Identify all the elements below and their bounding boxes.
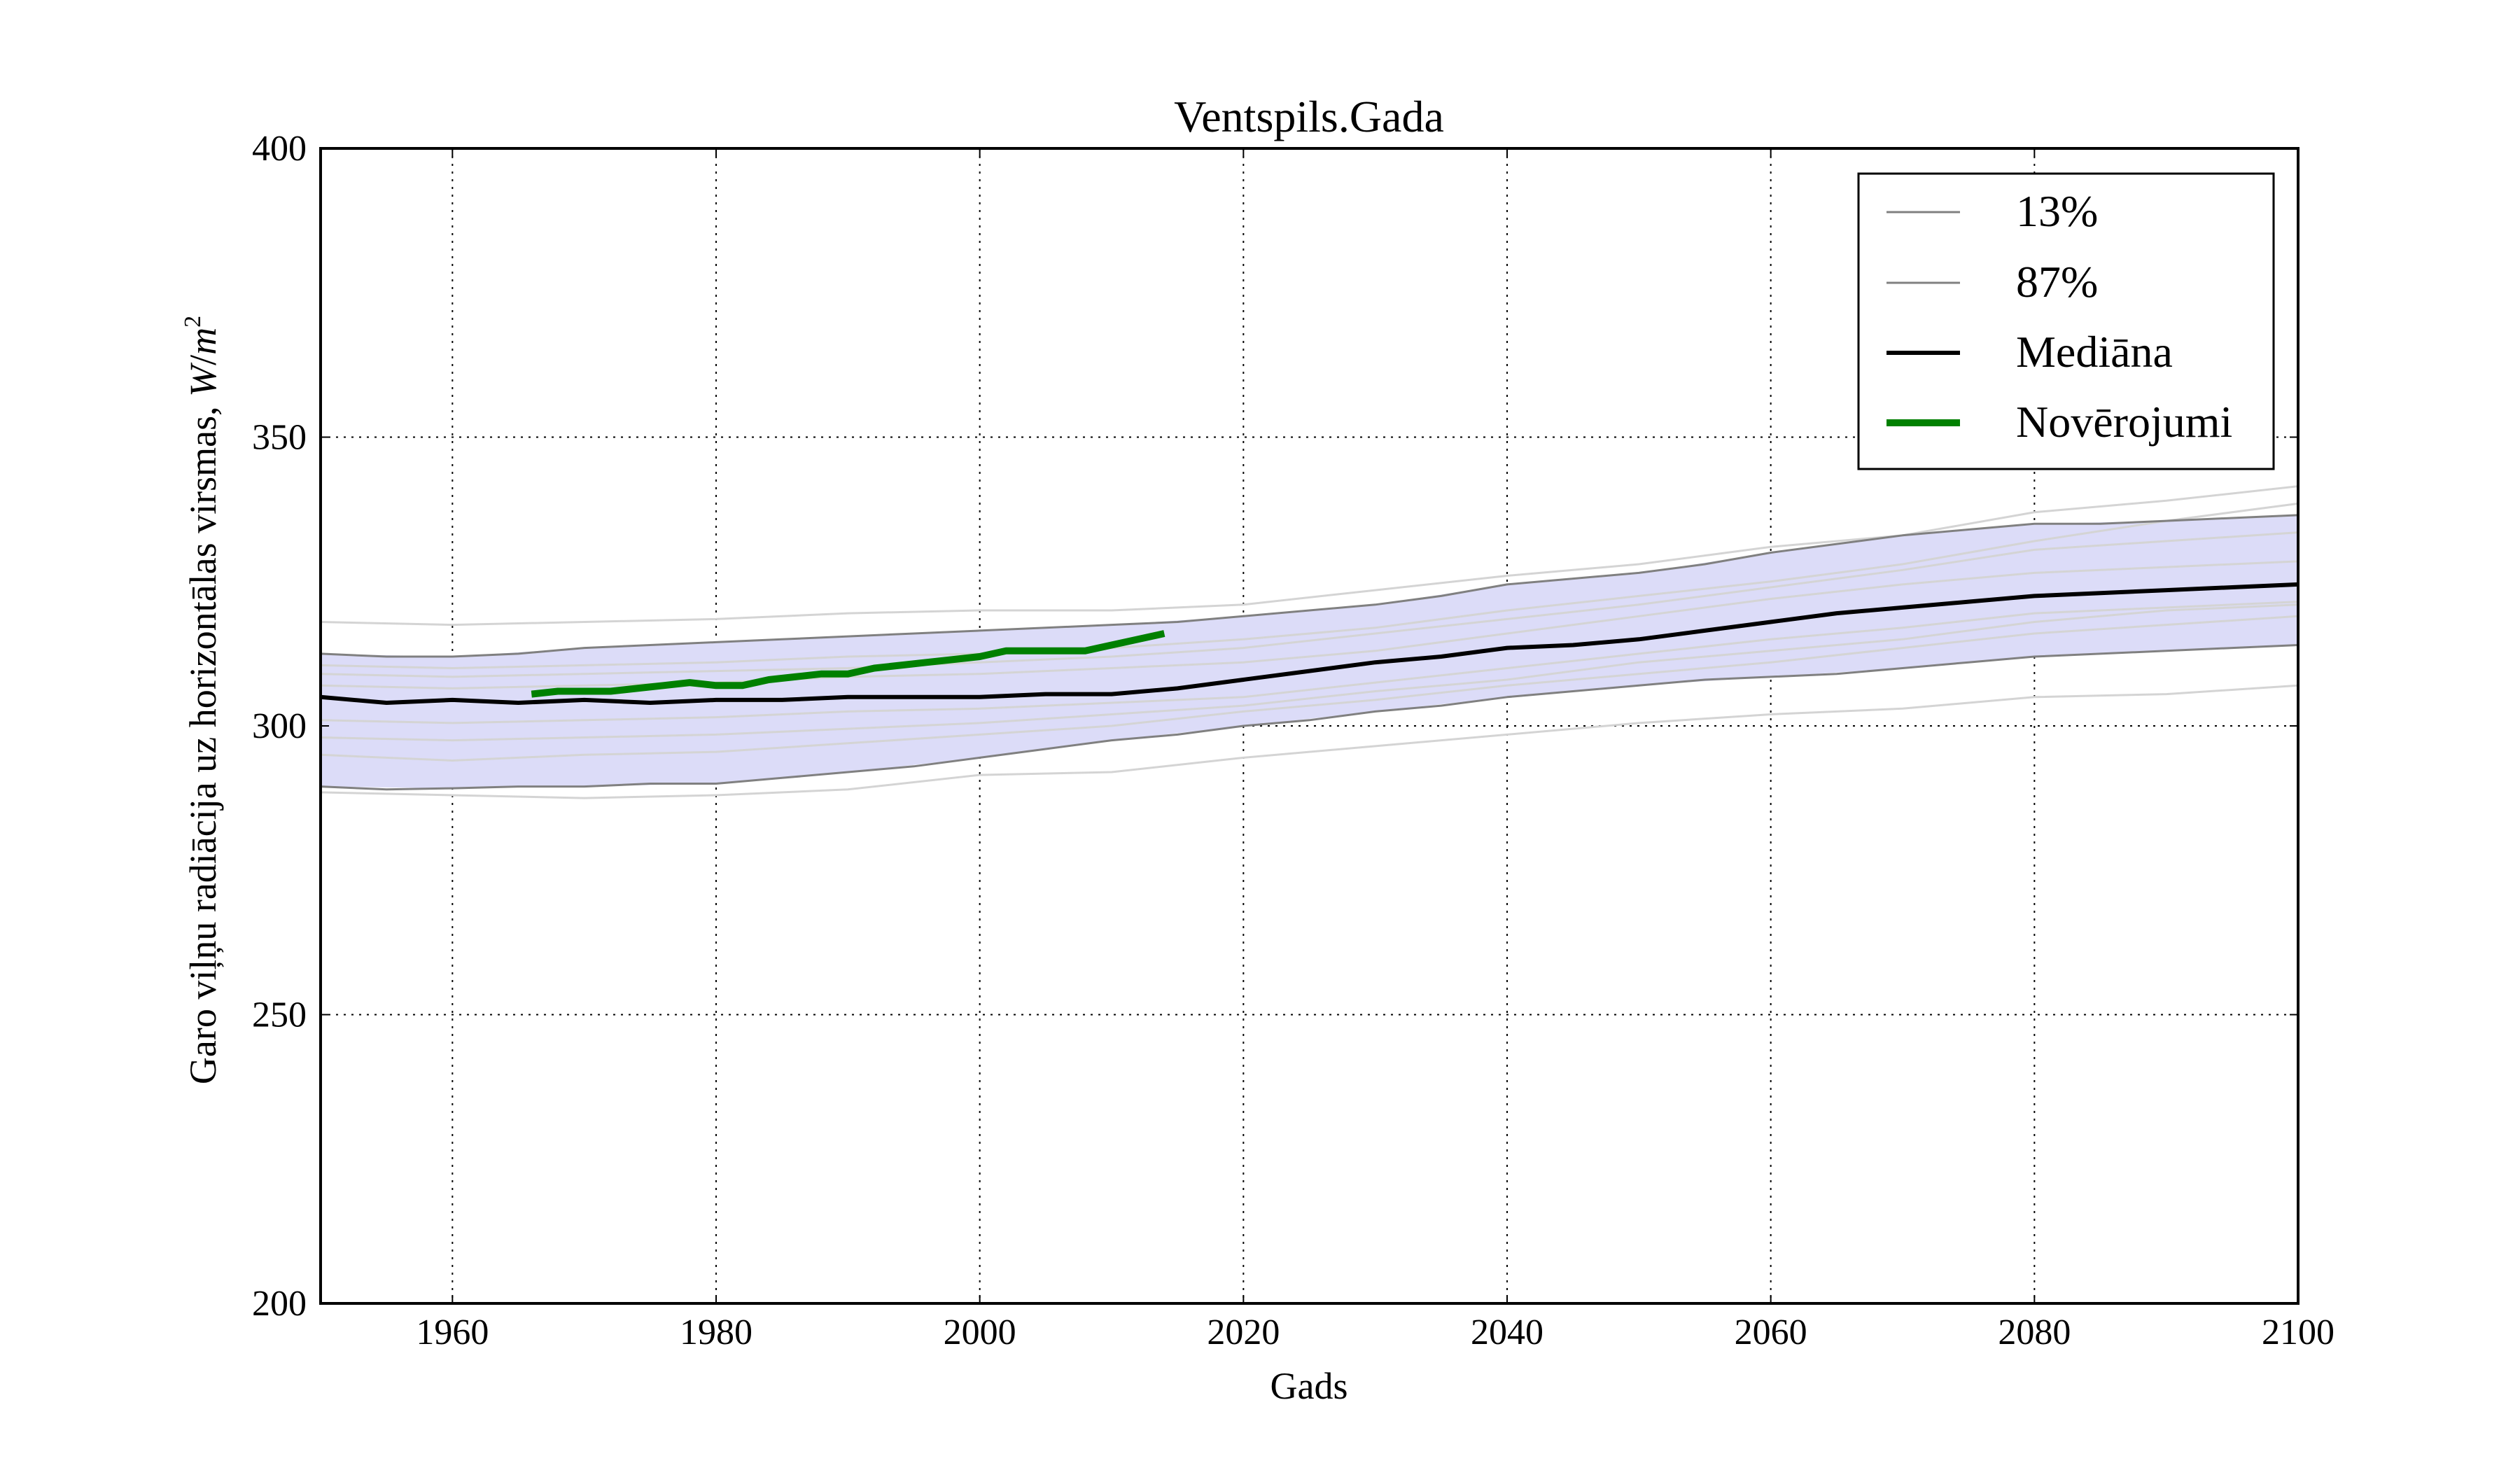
y-tick-label: 350	[252, 418, 307, 458]
series-observations-line	[531, 630, 1166, 698]
ensemble-member-line	[320, 601, 2299, 724]
x-tick-label: 2000	[944, 1312, 1016, 1352]
x-tick-label: 1960	[416, 1312, 489, 1352]
x-tick-label: 2100	[2262, 1312, 2334, 1352]
chart-title: Ventspils.Gada	[1174, 92, 1444, 141]
ensemble-member-line	[320, 615, 2299, 762]
x-axis-label: Gads	[1270, 1365, 1348, 1407]
legend-label-87: 87%	[2016, 257, 2098, 307]
ticks: 1960 1980 2000 2020 2040 2060 2080 2100 200 250 30…	[252, 129, 2334, 1352]
series-median-line	[320, 582, 2299, 705]
x-tick-label: 2020	[1207, 1312, 1280, 1352]
y-axis-label-unit-w: W	[182, 362, 224, 397]
legend-label-13: 13%	[2016, 186, 2098, 236]
y-tick-label: 400	[252, 129, 307, 169]
ensemble-member-line	[320, 684, 2299, 799]
series-group	[320, 514, 2299, 791]
y-axis-label-unit-exp: 2	[180, 316, 206, 328]
legend: 13% 87% Mediāna Novērojumi	[1857, 172, 2275, 470]
x-tick-label: 2040	[1471, 1312, 1544, 1352]
y-tick-label: 250	[252, 995, 307, 1035]
ensemble-members	[320, 485, 2299, 799]
y-axis-label: Garo viļņu radiācija uz horizontālas vir…	[180, 316, 224, 1084]
x-tick-label: 1980	[680, 1312, 752, 1352]
y-axis-label-unit-m: m	[182, 328, 224, 355]
series-13-line	[320, 644, 2299, 791]
ensemble-member-line	[320, 502, 2299, 670]
y-axis-label-unit-slash: /	[182, 355, 224, 365]
y-tick-label: 300	[252, 706, 307, 746]
y-axis-label-main: Garo viļņu radiācija uz horizontālas vir…	[182, 397, 224, 1084]
legend-label-median: Mediāna	[2016, 327, 2173, 377]
x-tick-label: 2060	[1735, 1312, 1807, 1352]
x-tick-label: 2080	[1998, 1312, 2071, 1352]
legend-label-observations: Novērojumi	[2016, 397, 2232, 447]
ensemble-member-line	[320, 531, 2299, 678]
ensemble-member-line	[320, 485, 2299, 626]
ensemble-member-line	[320, 603, 2299, 742]
y-tick-label: 200	[252, 1284, 307, 1324]
series-87-line	[320, 514, 2299, 658]
